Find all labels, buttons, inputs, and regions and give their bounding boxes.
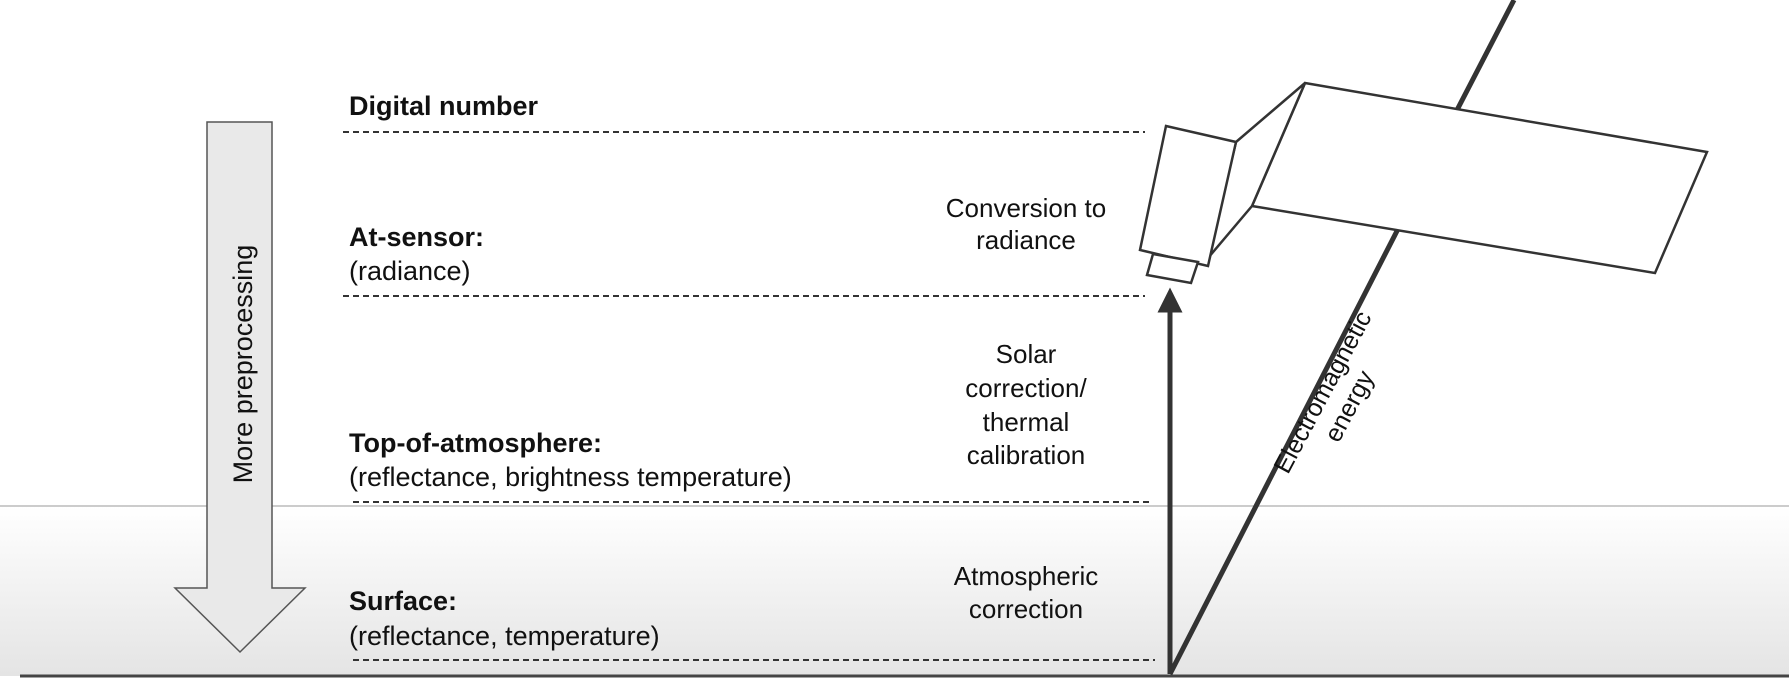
- step-solar-line-2: correction/: [965, 373, 1087, 403]
- step-solar-line-4: calibration: [967, 440, 1086, 470]
- level-at-sensor-title: At-sensor:: [349, 222, 484, 252]
- step-conversion-line-2: radiance: [976, 225, 1076, 255]
- level-surface-title: Surface:: [349, 586, 457, 616]
- satellite-mast: [1453, 0, 1517, 114]
- preprocessing-arrow: [173, 121, 307, 654]
- satellite-panel: [1250, 81, 1709, 275]
- step-solar-line-3: thermal: [983, 407, 1070, 437]
- level-digital-number-title: Digital number: [349, 91, 539, 121]
- preprocessing-arrow-label: More preprocessing: [228, 245, 258, 484]
- energy-label: Electromagnetic energy: [1268, 307, 1379, 478]
- energy-line: [1167, 227, 1401, 676]
- step-conversion-line-1: Conversion to: [946, 193, 1106, 223]
- level-surface-subtitle: (reflectance, temperature): [349, 621, 660, 651]
- step-atmospheric-line-1: Atmospheric: [954, 561, 1099, 591]
- step-atmospheric-line-2: correction: [969, 594, 1083, 624]
- sensor-lens: [1145, 252, 1200, 285]
- level-at-sensor-subtitle: (radiance): [349, 256, 471, 286]
- level-toa-title: Top-of-atmosphere:: [349, 428, 602, 458]
- level-toa-subtitle: (reflectance, brightness temperature): [349, 462, 792, 492]
- sensor-body: [1138, 124, 1238, 268]
- step-solar-line-1: Solar: [996, 339, 1057, 369]
